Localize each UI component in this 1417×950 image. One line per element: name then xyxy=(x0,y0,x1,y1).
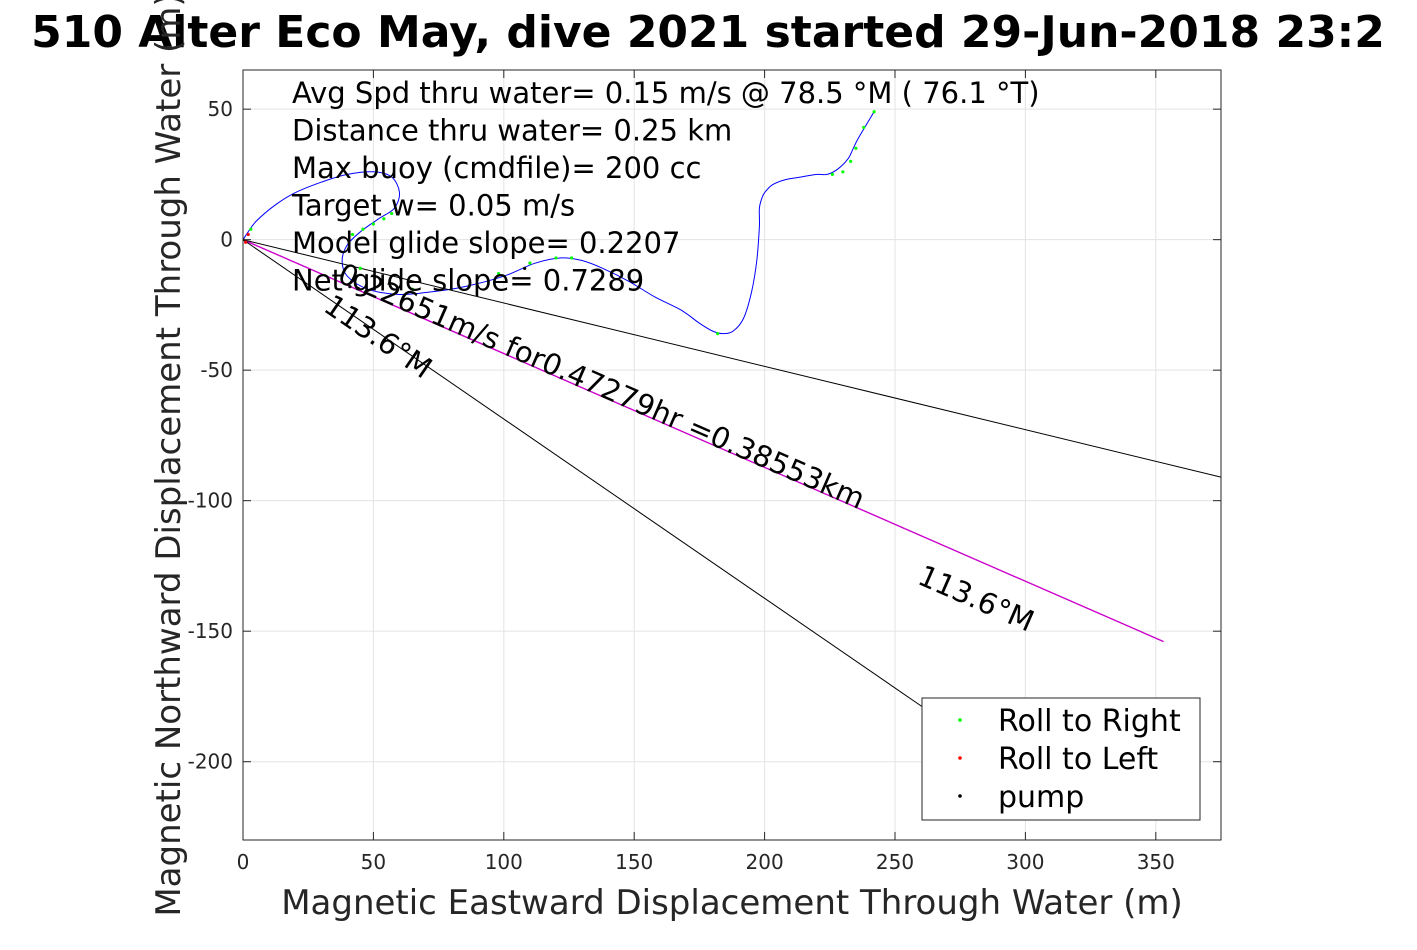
x-tick-label: 250 xyxy=(876,850,914,874)
roll-right-marker xyxy=(371,222,375,226)
roll-left-marker xyxy=(246,232,250,237)
summary-line: Max buoy (cmdfile)= 200 cc xyxy=(292,151,701,185)
y-tick-label: -200 xyxy=(188,750,233,774)
plot-frame xyxy=(242,69,1222,841)
summary-line: Model glide slope= 0.2207 xyxy=(292,226,680,260)
roll-right-marker xyxy=(716,332,720,336)
roll-left-marker xyxy=(244,240,248,244)
model-heading-line xyxy=(243,239,1221,478)
roll-right-marker xyxy=(382,217,386,221)
roll-right-marker xyxy=(841,170,845,174)
summary-line: Net glide slope= 0.7289 xyxy=(292,264,644,298)
x-tick-label: 350 xyxy=(1137,850,1175,874)
roll-right-marker xyxy=(410,287,415,291)
x-tick-label: 50 xyxy=(361,850,386,874)
heading-guide-line xyxy=(243,239,927,710)
roll-right-marker xyxy=(849,159,853,163)
legend-label: Roll to Left xyxy=(998,742,1158,777)
roll-right-marker xyxy=(361,227,365,231)
pump-marker xyxy=(348,285,352,289)
plot-series-group xyxy=(243,110,1221,710)
y-tick-label: -50 xyxy=(200,358,233,382)
roll-right-marker xyxy=(390,211,394,216)
roll-right-marker xyxy=(353,277,357,281)
y-tick-label: 50 xyxy=(208,97,233,121)
roll-right-marker xyxy=(554,256,558,260)
roll-right-marker xyxy=(358,266,362,270)
roll-right-marker xyxy=(862,125,866,130)
data-layer xyxy=(243,110,1221,710)
roll-right-marker xyxy=(854,146,858,150)
legend-marker xyxy=(958,756,962,760)
roll-right-marker xyxy=(830,172,835,177)
x-tick-label: 300 xyxy=(1006,850,1044,874)
legend-box xyxy=(921,697,1201,821)
legend-marker xyxy=(958,718,962,722)
ticks: 0 50 100 150 200 250 300 350 50 0 -50 -100 -150 -200 xyxy=(188,70,1221,874)
roll-right-marker xyxy=(528,261,532,265)
roll-right-marker xyxy=(496,271,501,276)
x-tick-label: 0 xyxy=(237,850,250,874)
summary-line: Avg Spd thru water= 0.15 m/s @ 78.5 °M (… xyxy=(292,76,1040,110)
x-tick-label: 150 xyxy=(615,850,653,874)
roll-right-marker xyxy=(350,232,355,237)
legend-label: Roll to Right xyxy=(998,704,1181,739)
x-axis-label: Magnetic Eastward Displacement Through W… xyxy=(281,883,1183,923)
legend-marker xyxy=(958,794,962,798)
roll-right-marker xyxy=(872,110,876,114)
summary-line: Target w= 0.05 m/s xyxy=(291,189,575,223)
roll-right-marker xyxy=(249,227,253,231)
chart-title: 510 Alter Eco May, dive 2021 started 29-… xyxy=(31,7,1385,58)
y-axis-label: Magnetic Northward Displacement Through … xyxy=(149,0,189,917)
summary-line: Distance thru water= 0.25 km xyxy=(292,114,732,148)
dive-track-line xyxy=(243,111,875,335)
y-tick-label: -150 xyxy=(188,619,233,643)
pump-marker xyxy=(523,266,527,270)
roll-right-marker xyxy=(570,256,574,260)
y-tick-label: -100 xyxy=(188,489,233,513)
x-tick-label: 200 xyxy=(746,850,784,874)
legend-label: pump xyxy=(998,780,1084,815)
summary-text-block: Avg Spd thru water= 0.15 m/s @ 78.5 °M (… xyxy=(291,76,1040,298)
net-current-line xyxy=(243,239,1164,643)
y-tick-label: 0 xyxy=(220,228,233,252)
x-tick-label: 100 xyxy=(485,850,523,874)
